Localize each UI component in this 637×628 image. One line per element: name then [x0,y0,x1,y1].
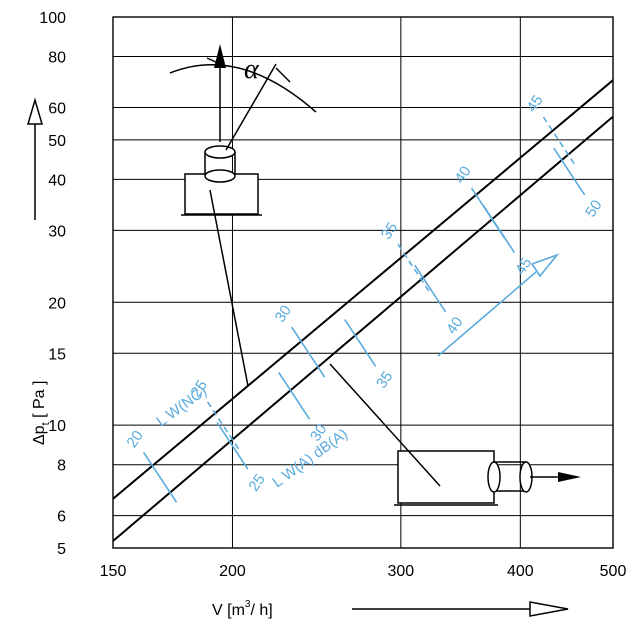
y-tick-label: 5 [57,541,66,558]
y-tick-label: 8 [57,458,66,475]
vertical-outlet-icon: α [169,44,317,387]
noise-label-nc: L W(NC) [153,383,210,431]
noise-tick-a [278,371,311,420]
y-tick-label: 80 [48,50,66,67]
x-tick-label: 400 [507,563,534,580]
x-tick-label: 300 [388,563,415,580]
y-tick-label: 15 [48,346,66,363]
noise-tick-a [216,421,249,470]
noise-label-a-value: 50 [582,197,605,220]
noise-label-nc-value: 40 [451,163,474,186]
noise-tick-nc [291,326,326,378]
noise-label-a-value: 45 [512,255,535,278]
y-tick-label: 60 [48,101,66,118]
characteristic-curve-1 [112,79,614,500]
angle-alpha-symbol: α [244,54,260,85]
characteristic-curves [112,79,614,542]
noise-label-a-value: 25 [245,471,268,494]
x-tick-label: 200 [219,563,246,580]
y-tick-label: 50 [48,133,66,150]
increase-direction-arrow [437,253,560,357]
noise-scale: 20 25 30 35 40 45 25 30 35 40 45 50 [123,92,606,503]
grid [113,17,613,548]
svg-text:Δpt [ Pa ]: Δpt [ Pa ] [31,381,52,445]
characteristic-curve-2 [112,115,614,542]
y-tick-label: 6 [57,509,66,526]
noise-label-nc-value: 35 [378,219,401,242]
plot-frame [112,16,614,549]
x-axis-label: V [m3/ h] [212,599,273,619]
y-axis-direction-arrow [27,97,43,220]
x-tick-label: 150 [100,563,127,580]
noise-label-a-value: 40 [443,314,466,337]
x-tick-label: 500 [600,563,627,580]
noise-label-a-value: 35 [373,368,396,391]
noise-label-nc-value: 45 [523,92,546,115]
noise-tick-nc [142,451,178,503]
tick-labels: 150 200 300 400 500 5 6 8 10 15 20 30 40 50 60 80 100 [39,10,626,580]
noise-tick-a [414,264,447,313]
noise-label-nc-value: 25 [187,377,210,400]
horizontal-outlet-icon [329,363,581,506]
y-tick-label: 30 [48,223,66,240]
noise-label-nc-value: 30 [272,302,295,325]
noise-tick-nc [206,401,242,453]
noise-label-a-value: 30 [307,421,330,444]
noise-tick-a [344,319,377,367]
noise-label-nc-value: 20 [123,428,146,451]
y-tick-label: 10 [48,418,66,435]
noise-tick-a [553,147,586,196]
noise-tick-nc [397,243,432,295]
noise-tick-a [482,205,516,254]
y-axis-label: Δpt [ Pa ] [31,381,52,445]
y-tick-label: 100 [39,10,66,27]
y-tick-label: 20 [48,295,66,312]
x-axis-direction-arrow [352,601,569,617]
y-tick-label: 40 [48,172,66,189]
